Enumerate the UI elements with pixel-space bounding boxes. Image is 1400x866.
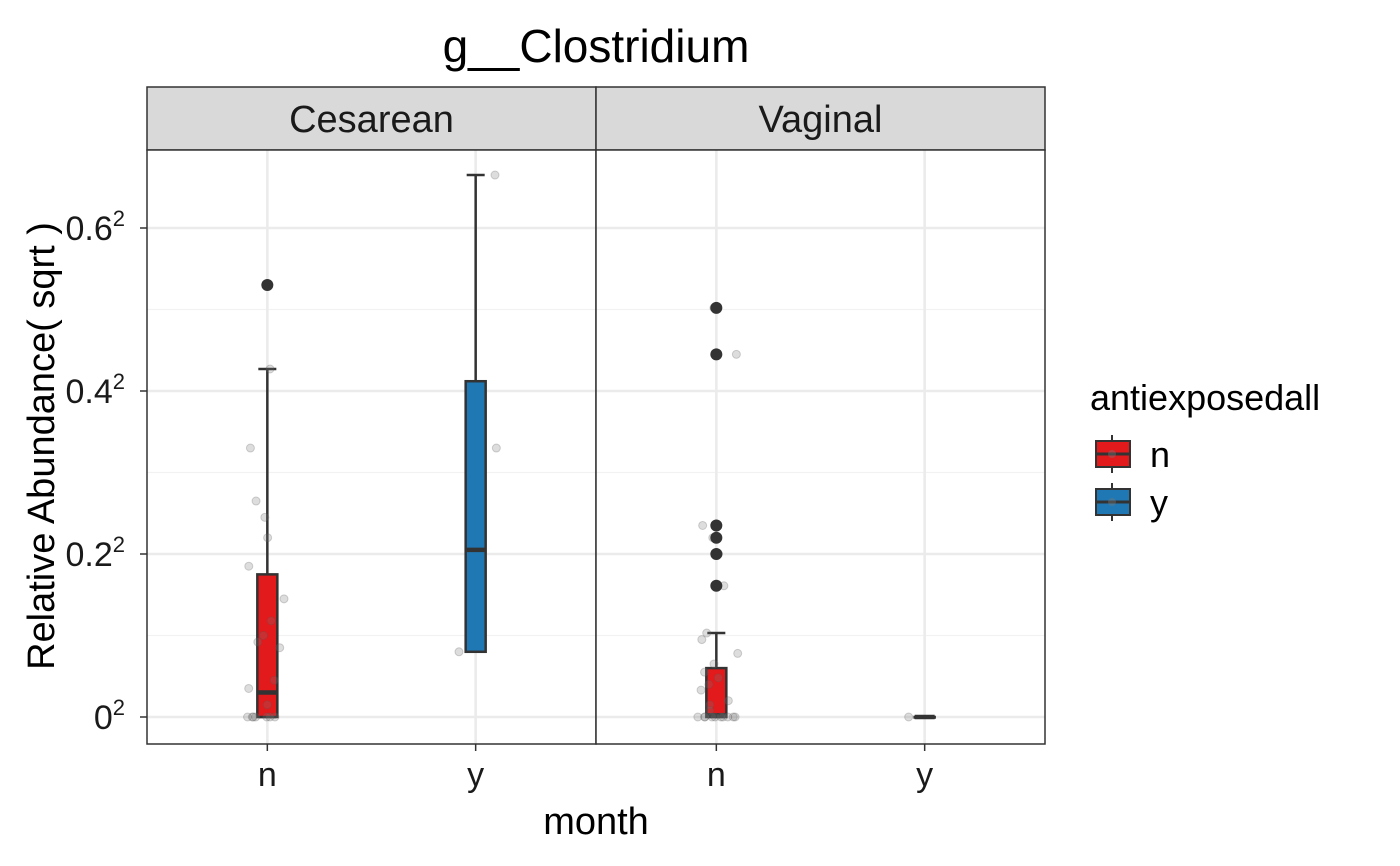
data-point	[728, 712, 738, 722]
data-point	[700, 667, 710, 677]
facet-strip	[146, 86, 597, 151]
data-point	[705, 705, 715, 715]
data-point	[709, 659, 719, 669]
data-point	[707, 712, 717, 722]
data-point	[696, 685, 706, 695]
box-iqr	[464, 379, 487, 654]
outlier-point	[710, 531, 723, 544]
data-point	[704, 679, 714, 689]
data-point	[247, 712, 257, 722]
x-tick-label: n	[707, 756, 726, 794]
outlier-point	[710, 519, 723, 532]
data-point	[270, 712, 280, 722]
legend-label: y	[1150, 482, 1168, 523]
data-point	[251, 712, 261, 722]
panel-border	[595, 149, 1046, 745]
data-point	[904, 712, 914, 722]
y-tick-label: 0.22	[65, 532, 125, 574]
facet-panel-vaginal: Vaginal	[595, 86, 1046, 745]
legend-label: n	[1150, 434, 1170, 475]
data-point	[705, 700, 715, 710]
y-axis: 02 0.22 0.42 0.62	[65, 206, 147, 737]
data-point	[723, 696, 733, 706]
facet-strip-label: Vaginal	[759, 99, 883, 141]
data-point	[723, 712, 733, 722]
legend-key-point	[1108, 450, 1116, 458]
outlier-point	[710, 579, 723, 592]
data-point	[491, 443, 501, 453]
data-point	[730, 712, 740, 722]
legend-key-point	[1108, 498, 1116, 506]
y-tick-label: 0.42	[65, 369, 125, 411]
data-point	[700, 712, 710, 722]
facet-panels: Cesarean Vaginal	[146, 86, 1046, 745]
facet-strip-label: Cesarean	[289, 99, 454, 141]
data-point	[260, 512, 270, 522]
data-point	[244, 683, 254, 693]
y-tick-label: 0.62	[65, 206, 125, 248]
boxplot-cesarean-n	[243, 279, 289, 722]
panel-background	[596, 150, 1045, 744]
data-point	[693, 712, 703, 722]
box-iqr	[256, 573, 279, 719]
x-axis-title: month	[543, 801, 649, 843]
data-point	[258, 631, 268, 640]
data-point	[263, 533, 273, 543]
facet-panel-cesarean: Cesarean	[146, 86, 597, 745]
data-point	[275, 643, 285, 653]
data-point	[733, 648, 743, 658]
boxplot-vaginal-n	[693, 301, 743, 722]
data-point	[266, 616, 276, 626]
data-point	[262, 712, 272, 722]
outlier-point	[261, 279, 274, 292]
data-point	[710, 712, 720, 722]
outlier-point	[710, 301, 723, 314]
data-point	[248, 712, 258, 722]
data-point	[454, 647, 464, 657]
data-point	[265, 364, 275, 374]
outlier-point	[710, 348, 723, 361]
legend-key-n: n	[1095, 434, 1170, 475]
data-point	[731, 349, 741, 359]
data-point	[698, 520, 708, 530]
legend-key-y: y	[1095, 482, 1168, 523]
data-point	[279, 594, 289, 604]
x-tick-label: y	[467, 756, 484, 794]
chart-title: g__Clostridium	[443, 20, 750, 72]
data-point	[700, 712, 710, 722]
data-point	[713, 673, 723, 683]
y-tick-label: 02	[94, 695, 125, 737]
data-point	[245, 443, 255, 453]
outlier-point	[710, 548, 723, 560]
data-point	[718, 712, 728, 722]
panel-background	[147, 150, 596, 744]
boxplot-vaginal-y	[904, 712, 936, 722]
data-point	[269, 675, 279, 685]
data-point	[253, 637, 263, 647]
data-point	[702, 628, 712, 638]
y-axis-title: Relative Abundance( sqrt )	[21, 222, 63, 670]
data-point	[265, 712, 275, 722]
x-tick-label: y	[916, 756, 933, 794]
data-point	[244, 561, 254, 571]
data-point	[262, 700, 272, 710]
legend: antiexposedall ny	[1090, 377, 1320, 523]
boxplot-cesarean-y	[454, 170, 501, 657]
x-tick-label: n	[258, 756, 277, 794]
data-point	[490, 170, 500, 180]
data-point	[716, 712, 726, 722]
legend-title: antiexposedall	[1090, 377, 1320, 418]
data-point	[251, 496, 261, 506]
data-point	[243, 712, 253, 722]
data-point	[697, 635, 707, 645]
